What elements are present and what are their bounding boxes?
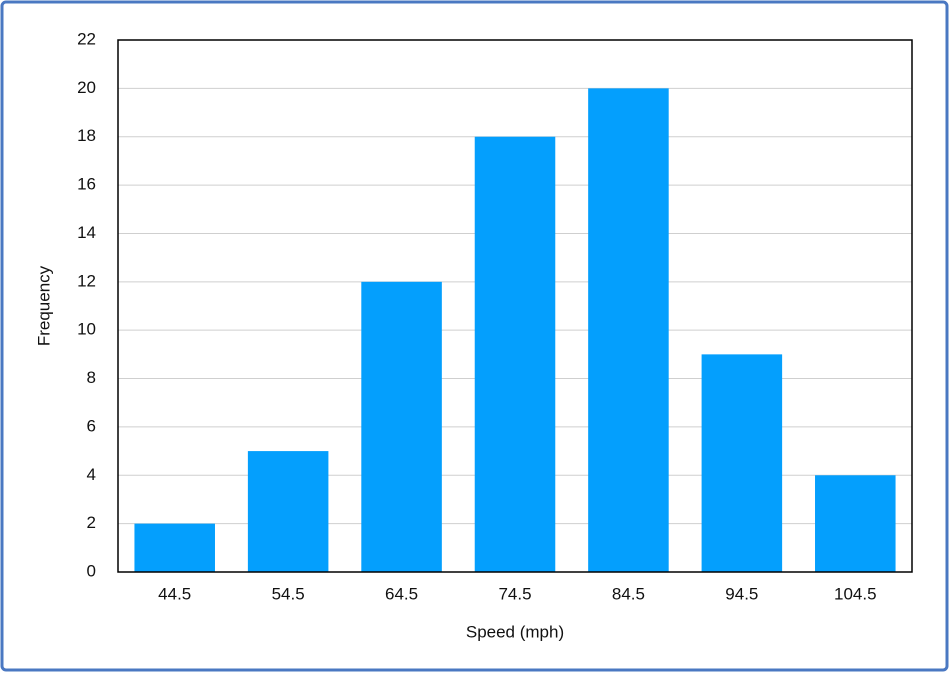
x-tick-label: 94.5 [725, 584, 758, 603]
y-tick-label: 0 [87, 561, 96, 580]
y-tick-label: 4 [87, 465, 96, 484]
bar [134, 523, 215, 572]
bar [701, 354, 783, 572]
y-tick-label: 18 [77, 126, 96, 145]
y-tick-label: 6 [87, 416, 96, 435]
bar [588, 88, 669, 572]
y-tick-label: 12 [77, 271, 96, 290]
x-tick-label: 84.5 [612, 584, 645, 603]
y-tick-label: 8 [87, 368, 96, 387]
y-axis-label: Frequency [34, 265, 53, 346]
bar [361, 281, 442, 572]
y-tick-label: 20 [77, 78, 96, 97]
bar-group [134, 88, 896, 572]
x-tick-label: 64.5 [385, 584, 418, 603]
y-tick-label: 16 [77, 175, 96, 194]
plot-border [117, 39, 913, 573]
bar [474, 136, 556, 572]
bar [815, 475, 896, 572]
x-axis-label: Speed (mph) [466, 622, 564, 641]
y-tick-label: 22 [77, 29, 96, 48]
y-tick-label: 2 [87, 513, 96, 532]
bar [247, 451, 329, 572]
x-tick-label: 44.5 [158, 584, 191, 603]
x-tick-label: 104.5 [834, 584, 877, 603]
x-tick-label: 54.5 [272, 584, 305, 603]
y-tick-label: 10 [77, 320, 96, 339]
x-tick-label: 74.5 [498, 584, 531, 603]
y-tick-label: 14 [77, 223, 96, 242]
